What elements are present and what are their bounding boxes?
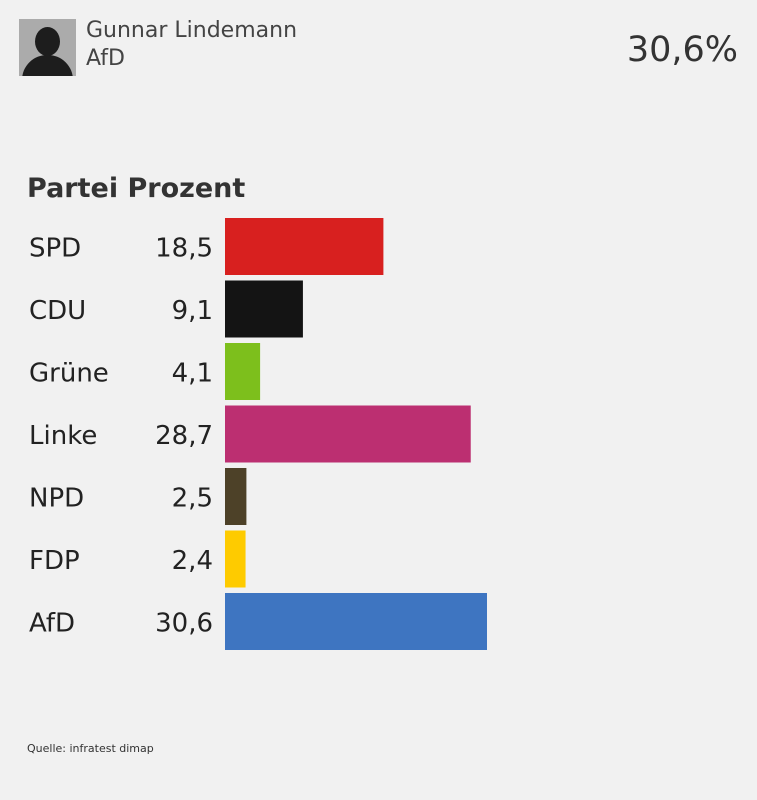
value-label-cdu: 9,1 — [172, 296, 213, 326]
bar-spd — [225, 218, 384, 275]
bar-linke — [225, 405, 471, 463]
value-label-gruene: 4,1 — [172, 359, 213, 389]
bar-cdu — [225, 280, 303, 338]
table-header: Partei Prozent — [27, 173, 246, 204]
avatar-shoulders-shape — [22, 55, 73, 76]
bar-afd — [225, 593, 487, 650]
party-label-afd: AfD — [29, 609, 75, 639]
candidate-avatar — [19, 19, 76, 76]
party-label-linke: Linke — [29, 421, 97, 451]
party-label-npd: NPD — [29, 484, 84, 514]
bar-fdp — [225, 530, 246, 588]
party-label-cdu: CDU — [29, 296, 86, 326]
source-note: Quelle: infratest dimap — [27, 742, 154, 755]
value-label-npd: 2,5 — [172, 484, 213, 514]
value-label-spd: 18,5 — [155, 234, 213, 264]
avatar-head-shape — [35, 27, 60, 56]
party-label-fdp: FDP — [29, 546, 80, 576]
party-label-spd: SPD — [29, 234, 81, 264]
value-label-fdp: 2,4 — [172, 546, 213, 576]
candidate-percent: 30,6% — [626, 30, 738, 70]
bar-npd — [225, 468, 247, 525]
bar-gruene — [225, 343, 261, 400]
candidate-name: Gunnar Lindemann — [86, 18, 298, 43]
value-label-afd: 30,6 — [155, 609, 213, 639]
value-label-linke: 28,7 — [155, 421, 213, 451]
party-label-gruene: Grüne — [29, 359, 109, 389]
candidate-party: AfD — [86, 46, 125, 71]
